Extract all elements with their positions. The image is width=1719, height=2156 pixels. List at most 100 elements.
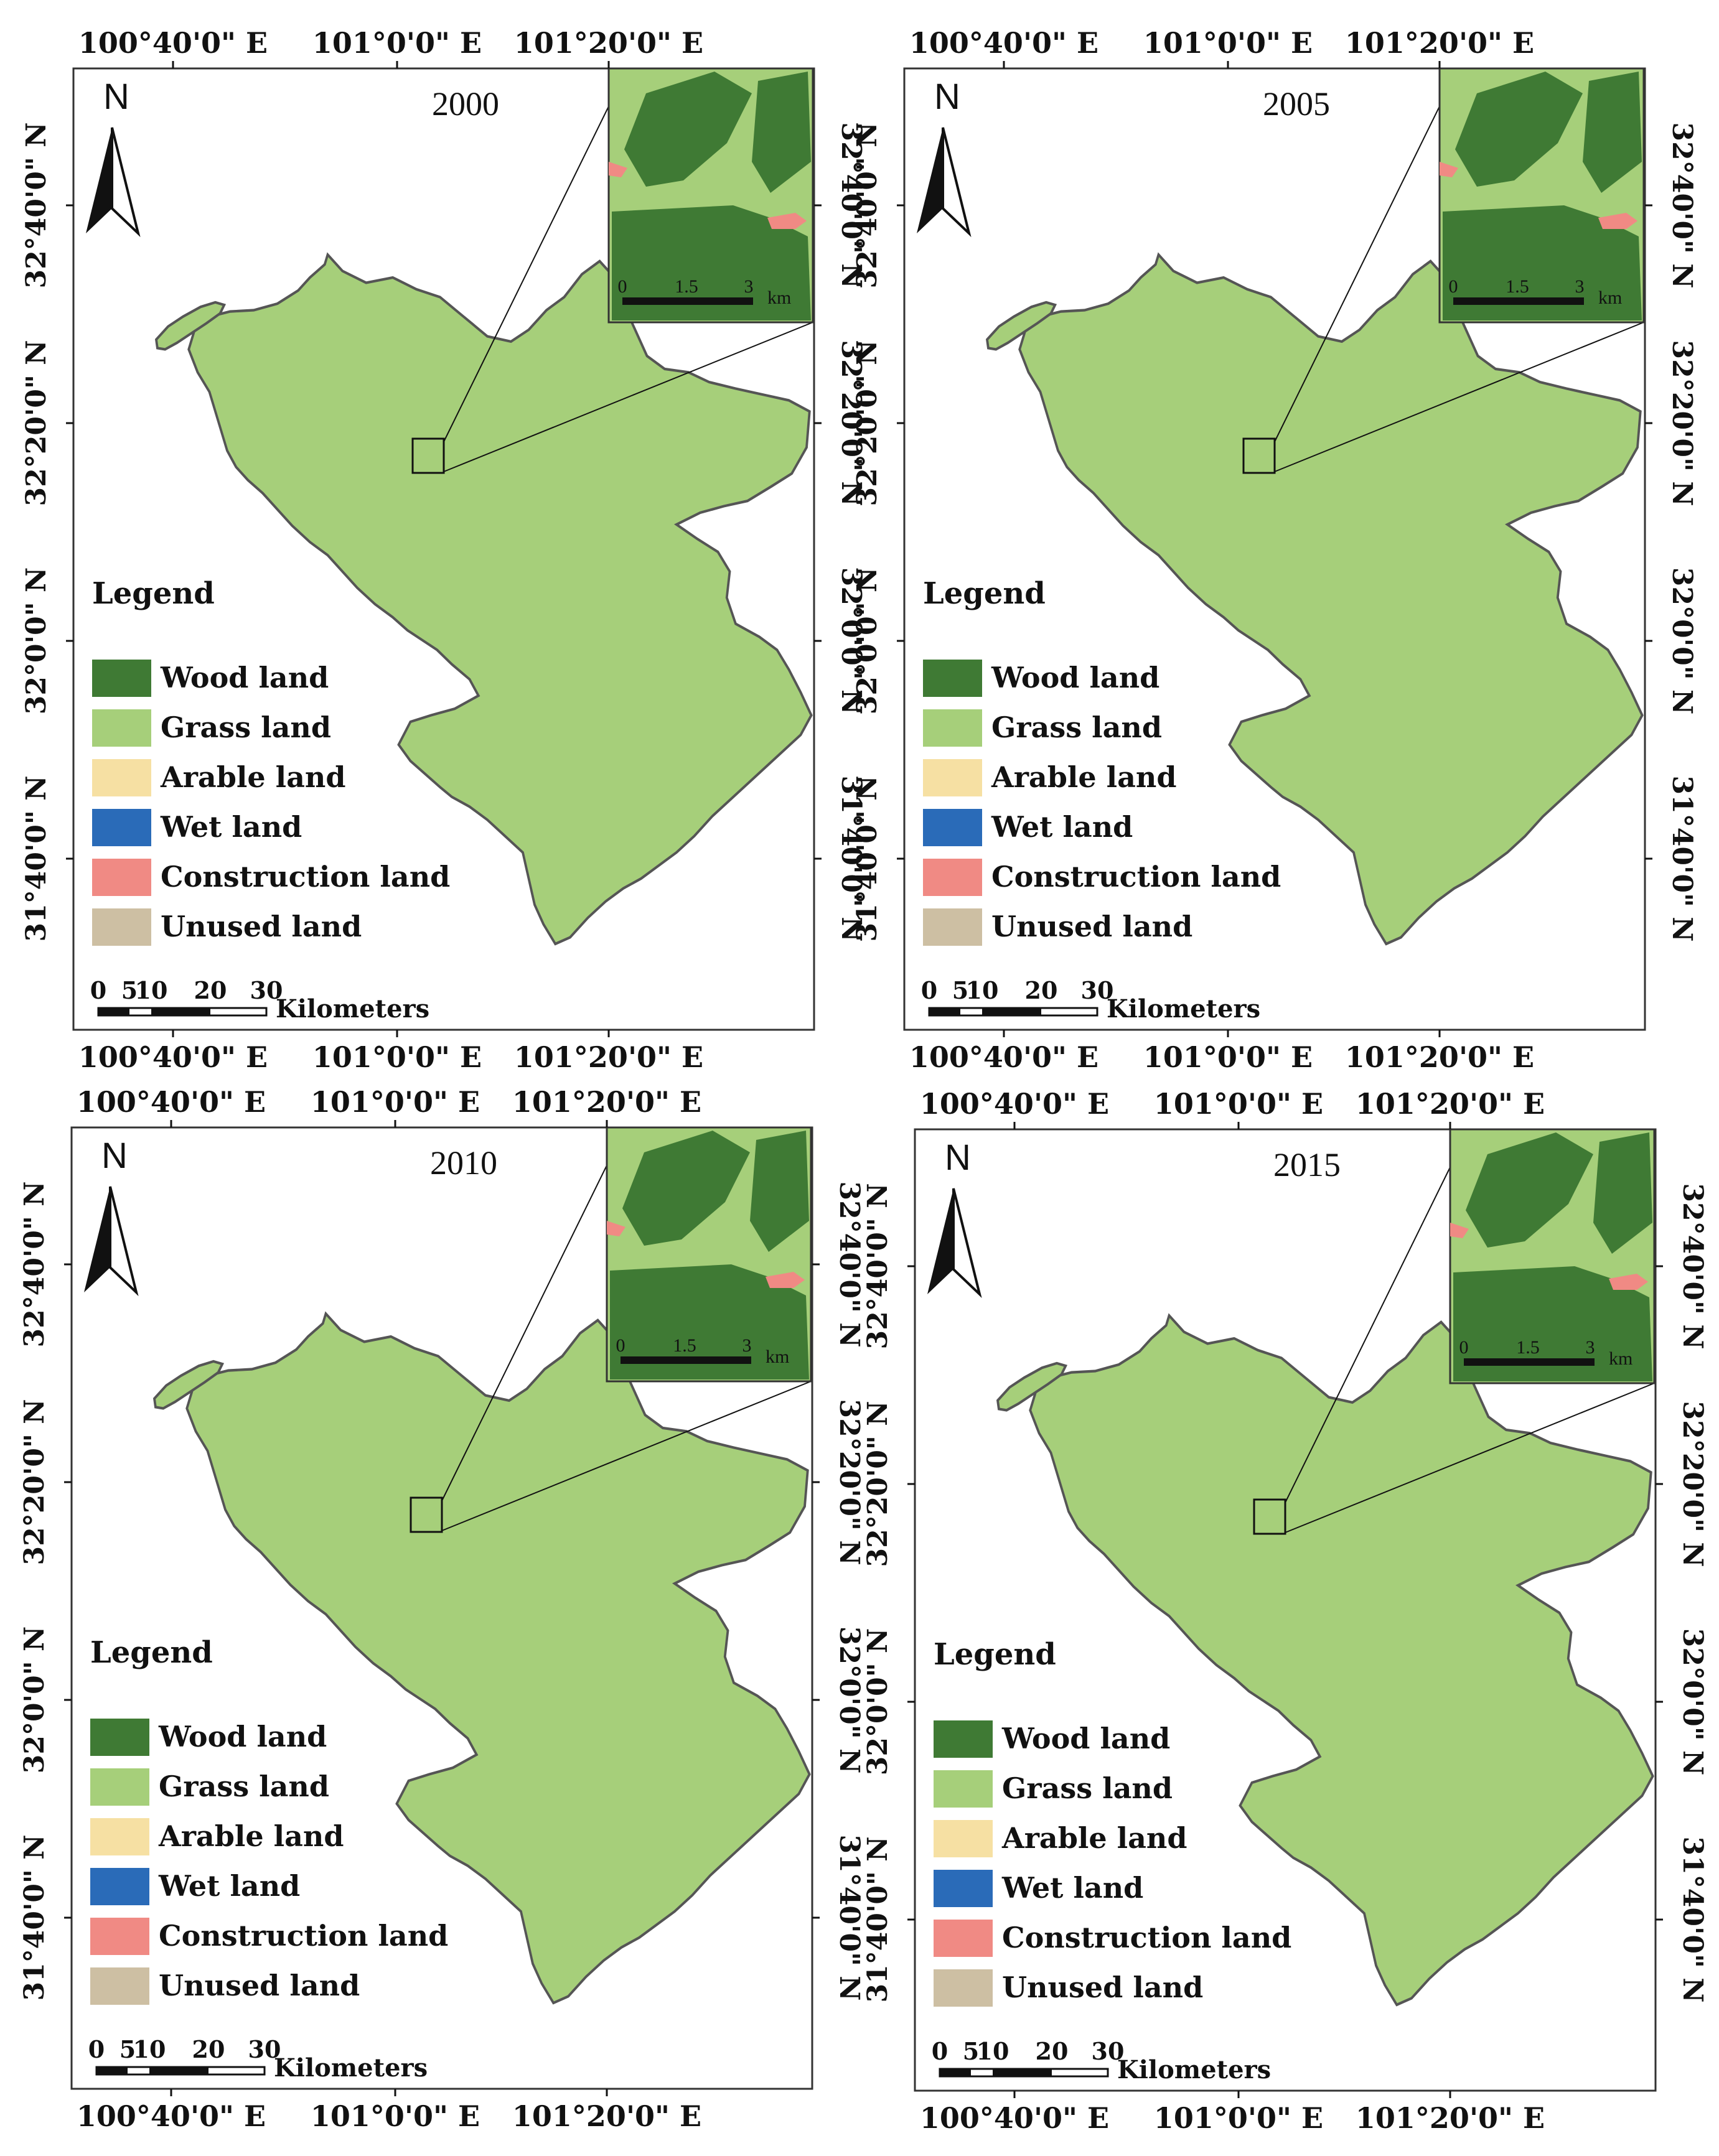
scale-tick: 0 [932,2037,948,2065]
inset-wood-land [752,72,811,193]
inset-construction-land [1609,1274,1648,1290]
legend-label: Grass land [159,1770,329,1803]
legend-swatch [90,1768,149,1806]
latitude-label-left: 32°0'0" N [19,1626,50,1773]
inset-scale-tick: 3 [1575,276,1585,297]
scale-tick: 0 [90,976,106,1004]
legend-swatch [923,759,982,796]
legend-label: Construction land [1002,1921,1291,1954]
inset-map: 0 1.5 3 km [1438,67,1645,324]
latitude-label-left: 32°20'0" N [19,1399,50,1565]
longitude-label-bottom: 101°0'0" E [312,1040,482,1074]
inset-wood-land [610,1264,809,1379]
legend-swatch [90,1719,149,1756]
scale-bar-segment [982,1008,1041,1015]
north-label: N [945,1137,971,1178]
inset-scale-tick: 0 [1449,276,1458,297]
inset-scale-tick: 3 [744,276,754,297]
scale-bar-segment [151,1008,210,1015]
latitude-label-right: 32°20'0" N [833,1399,865,1565]
latitude-label-right: 31°40'0" N [835,775,867,941]
latitude-label-right: 32°20'0" N [835,340,867,506]
north-label: N [101,1136,128,1176]
scale-unit: Kilometers [1107,994,1260,1024]
inset-construction-land [609,162,627,177]
map-year-label: 2015 [1273,1146,1341,1183]
longitude-label-bottom: 100°40'0" E [78,1040,268,1074]
scale-tick: 30 [1092,2037,1125,2065]
inset-scale-tick: 3 [742,1335,752,1356]
zoom-leader-line [1274,322,1644,472]
latitude-label-left: 32°0'0" N [862,1628,894,1775]
longitude-label-top: 101°0'0" E [1154,1087,1323,1121]
longitude-label-bottom: 101°20'0" E [512,2099,701,2133]
longitude-label-top: 101°0'0" E [312,26,482,60]
latitude-label-left: 32°20'0" N [21,340,52,506]
legend-swatch [92,709,151,747]
legend-label: Wet land [991,810,1133,844]
scale-bar-segment [98,1008,129,1015]
map-panel-2000: 0 1.5 3 km 2000 N Legend Wood land Grass land Ara… [21,26,867,1074]
latitude-label-right: 32°0'0" N [1666,567,1698,714]
longitude-label-bottom: 100°40'0" E [909,1040,1098,1074]
scale-unit: Kilometers [274,2053,428,2083]
legend-label: Arable land [991,760,1177,794]
scale-tick: 10 [133,2035,166,2063]
north-arrow-icon [952,1188,982,1299]
inset-wood-land [1453,1266,1652,1381]
inset-construction-land [1450,1223,1469,1238]
legend-label: Grass land [1002,1771,1173,1805]
scale-tick: 20 [192,2035,225,2063]
inset-construction-land [1440,162,1458,177]
legend-swatch [90,1818,149,1855]
inset-wood-land [1443,205,1642,320]
inset-construction-land [1598,213,1637,229]
scale-tick: 10 [966,976,999,1004]
longitude-label-bottom: 100°40'0" E [920,2101,1109,2135]
zoom-leader-line [443,322,813,472]
inset-construction-land [767,213,807,229]
inset-wood-land [624,72,752,187]
zoom-leader-line [443,74,625,442]
inset-map: 0 1.5 3 km [1449,1128,1656,1384]
latitude-label-right: 31°40'0" N [1666,775,1698,941]
map-year-label: 2000 [432,85,499,123]
scale-tick: 5 [952,976,968,1004]
scale-bar-segment [940,2069,971,2076]
longitude-label-top: 101°20'0" E [514,26,703,60]
legend-swatch [92,759,151,796]
longitude-label-top: 101°20'0" E [512,1085,701,1119]
legend-swatch [92,809,151,846]
scale-tick: 30 [1081,976,1114,1004]
legend-label: Construction land [161,860,450,894]
inset-wood-land [1583,72,1642,193]
inset-scale-tick: 3 [1586,1337,1595,1358]
zoom-leader-line [1274,74,1456,442]
latitude-label-right: 32°20'0" N [1666,340,1698,506]
legend-label: Wet land [158,1869,300,1903]
legend-swatch [923,859,982,896]
scale-tick: 20 [1036,2037,1069,2065]
north-arrow-icon [917,128,943,233]
longitude-label-top: 100°40'0" E [909,26,1098,60]
longitude-label-bottom: 101°20'0" E [1345,1040,1534,1074]
legend-label: Wet land [1001,1871,1143,1905]
north-arrow-icon [942,127,972,238]
longitude-label-top: 101°0'0" E [311,1085,480,1119]
wood-land-patch [1649,1829,1653,1834]
scale-tick: 20 [194,976,227,1004]
scale-tick: 10 [135,976,168,1004]
legend-title: Legend [92,576,215,611]
inset-wood-land [750,1131,809,1252]
inset-scale-unit: km [767,287,791,308]
north-arrow-icon [111,127,141,238]
inset-wood-land [622,1131,750,1246]
legend-swatch [90,1967,149,2005]
inset-scale-tick: 0 [616,1335,625,1356]
legend-swatch [923,908,982,946]
inset-wood-land [1466,1132,1593,1248]
inset-scale-tick: 1.5 [673,1335,696,1356]
legend-swatch [92,660,151,697]
legend-title: Legend [90,1635,213,1670]
